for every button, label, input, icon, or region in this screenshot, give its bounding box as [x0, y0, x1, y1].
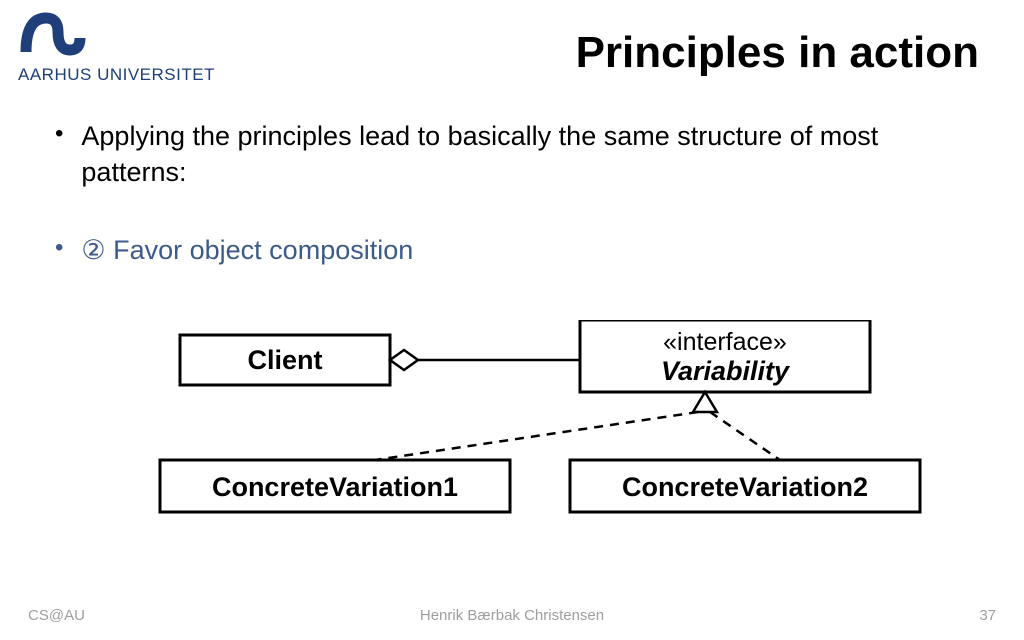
- slide-footer: CS@AU Henrik Bærbak Christensen 37: [0, 607, 1024, 624]
- uml-node-concrete2: ConcreteVariation2: [570, 460, 920, 512]
- uml-edge-aggregation: [390, 350, 580, 370]
- bullet-item: • Applying the principles lead to basica…: [55, 118, 935, 190]
- bullet-item: • ② Favor object composition: [55, 232, 935, 268]
- bullet-dot-icon: •: [55, 232, 63, 264]
- uml-node-label: ConcreteVariation1: [212, 472, 458, 502]
- uml-node-label: Client: [247, 345, 322, 375]
- uml-node-label: ConcreteVariation2: [622, 472, 868, 502]
- uml-realization-arrowhead: [693, 392, 717, 412]
- footer-page: 37: [979, 607, 996, 624]
- bullet-text: Applying the principles lead to basicall…: [81, 118, 935, 190]
- uml-node-concrete1: ConcreteVariation1: [160, 460, 510, 512]
- uml-node-client: Client: [180, 335, 390, 385]
- uml-stereotype: «interface»: [663, 328, 787, 356]
- uml-edge-realization: [375, 412, 698, 460]
- bullet-text: ② Favor object composition: [81, 232, 413, 268]
- uml-node-label: Variability: [661, 356, 791, 386]
- footer-left: CS@AU: [28, 607, 85, 624]
- au-logo: [18, 10, 88, 60]
- logo-text: AARHUS UNIVERSITET: [18, 65, 215, 85]
- slide-title: Principles in action: [576, 28, 979, 78]
- uml-node-interface: «interface» Variability: [580, 320, 870, 392]
- bullet-dot-icon: •: [55, 118, 63, 150]
- uml-edge-realization: [710, 412, 780, 460]
- bullet-list: • Applying the principles lead to basica…: [55, 118, 935, 310]
- uml-diagram: Client «interface» Variability ConcreteV…: [140, 320, 940, 540]
- footer-center: Henrik Bærbak Christensen: [420, 607, 604, 624]
